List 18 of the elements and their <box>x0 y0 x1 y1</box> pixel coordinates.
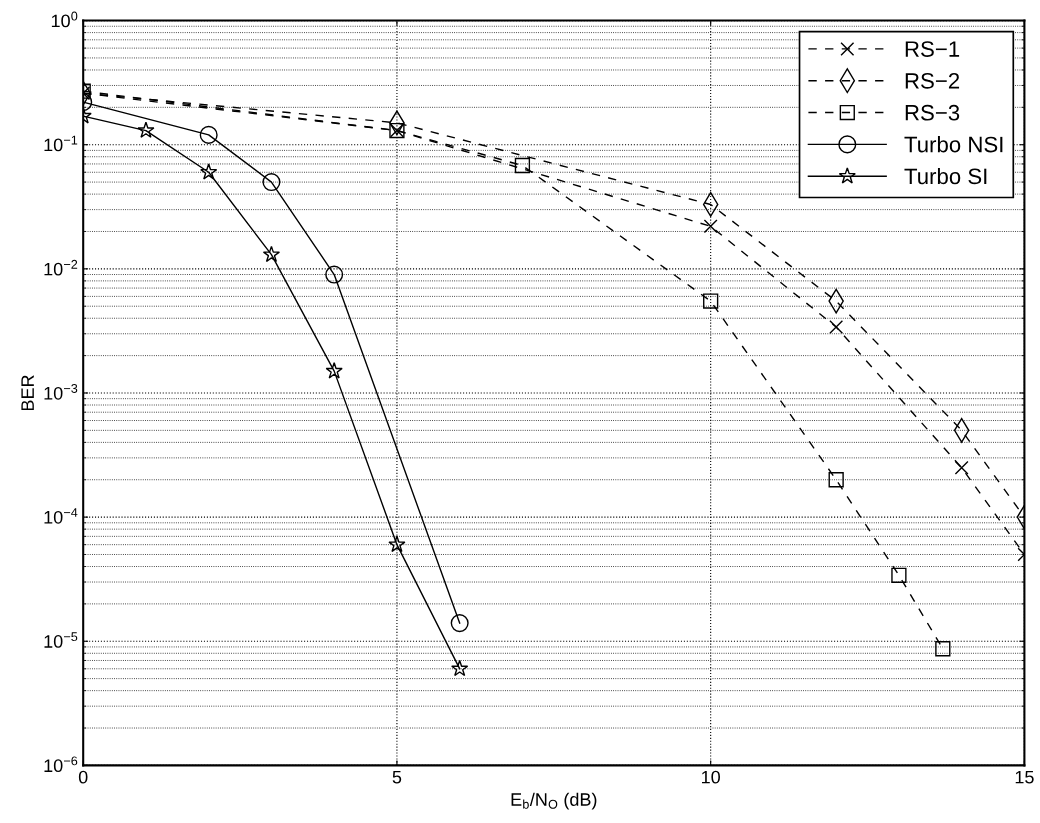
x-axis-title: E$_{b}$/N$_{O}$ (dB) <box>511 792 597 810</box>
legend-label: RS−3 <box>905 104 960 121</box>
y-tick-label: 10$^{−1}$ <box>44 135 78 152</box>
y-axis-title: BER <box>21 375 34 411</box>
legend-label: Turbo NSI <box>904 136 1003 153</box>
legend-label: RS−2 <box>905 72 960 89</box>
y-tick-label: 10$^{−5}$ <box>44 632 78 648</box>
legend-label: RS−1 <box>905 41 960 57</box>
y-tick-label: 10$^{−2}$ <box>44 259 78 276</box>
x-tick-label: 10 <box>702 770 720 784</box>
y-tick-label: 10$^{−6}$ <box>44 756 78 773</box>
x-tick-label: 5 <box>392 770 402 784</box>
y-tick-label: 10$^{0}$ <box>51 11 78 28</box>
x-tick-label: 15 <box>1015 770 1034 784</box>
y-tick-label: 10$^{−4}$ <box>44 508 78 524</box>
x-tick-label: 0 <box>78 770 88 784</box>
legend-label: Turbo SI <box>904 167 987 185</box>
y-tick-label: 10$^{−3}$ <box>44 384 78 400</box>
